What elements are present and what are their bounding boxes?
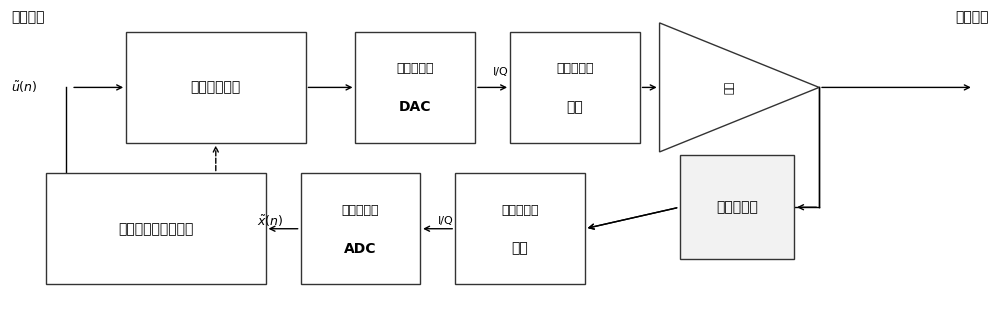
Text: 功放: 功放 <box>724 81 734 94</box>
Bar <box>301 173 420 284</box>
Text: $\tilde{x}(n)$: $\tilde{x}(n)$ <box>257 213 284 229</box>
Text: I/Q: I/Q <box>438 216 454 226</box>
Text: 数字预失真器: 数字预失真器 <box>191 80 241 95</box>
Text: 调器: 调器 <box>512 242 528 256</box>
Bar <box>355 32 475 143</box>
Text: 衰减耦合器: 衰减耦合器 <box>716 200 758 214</box>
Text: $\tilde{u}(n)$: $\tilde{u}(n)$ <box>11 80 38 95</box>
Text: 数模转换器: 数模转换器 <box>396 63 434 75</box>
Text: 数字预失真模型训练: 数字预失真模型训练 <box>118 222 194 236</box>
Text: 宽带正交解: 宽带正交解 <box>501 204 539 217</box>
Bar <box>455 173 585 284</box>
Bar <box>680 155 794 259</box>
Text: ADC: ADC <box>344 242 377 256</box>
Bar <box>126 32 306 143</box>
Bar <box>510 32 640 143</box>
Text: 基带输入: 基带输入 <box>11 11 45 24</box>
Text: 制器: 制器 <box>566 100 583 114</box>
Text: 模数转换器: 模数转换器 <box>342 204 379 217</box>
Text: DAC: DAC <box>399 100 431 114</box>
Text: 宽带正交调: 宽带正交调 <box>556 63 594 75</box>
Bar <box>46 173 266 284</box>
Text: I/Q: I/Q <box>493 67 509 77</box>
Text: 功放输出: 功放输出 <box>955 11 989 24</box>
